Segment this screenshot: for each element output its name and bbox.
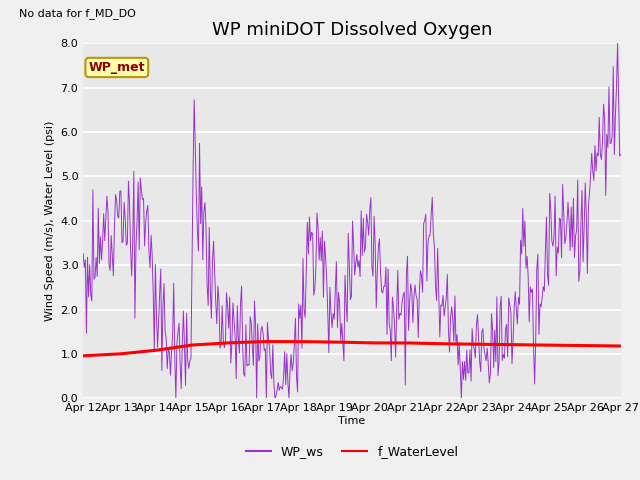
Text: No data for f_MD_DO: No data for f_MD_DO [19, 8, 136, 19]
Y-axis label: Wind Speed (m/s), Water Level (psi): Wind Speed (m/s), Water Level (psi) [45, 120, 55, 321]
Legend: WP_ws, f_WaterLevel: WP_ws, f_WaterLevel [241, 440, 463, 463]
Text: WP_met: WP_met [88, 61, 145, 74]
Title: WP miniDOT Dissolved Oxygen: WP miniDOT Dissolved Oxygen [212, 21, 492, 39]
X-axis label: Time: Time [339, 416, 365, 426]
